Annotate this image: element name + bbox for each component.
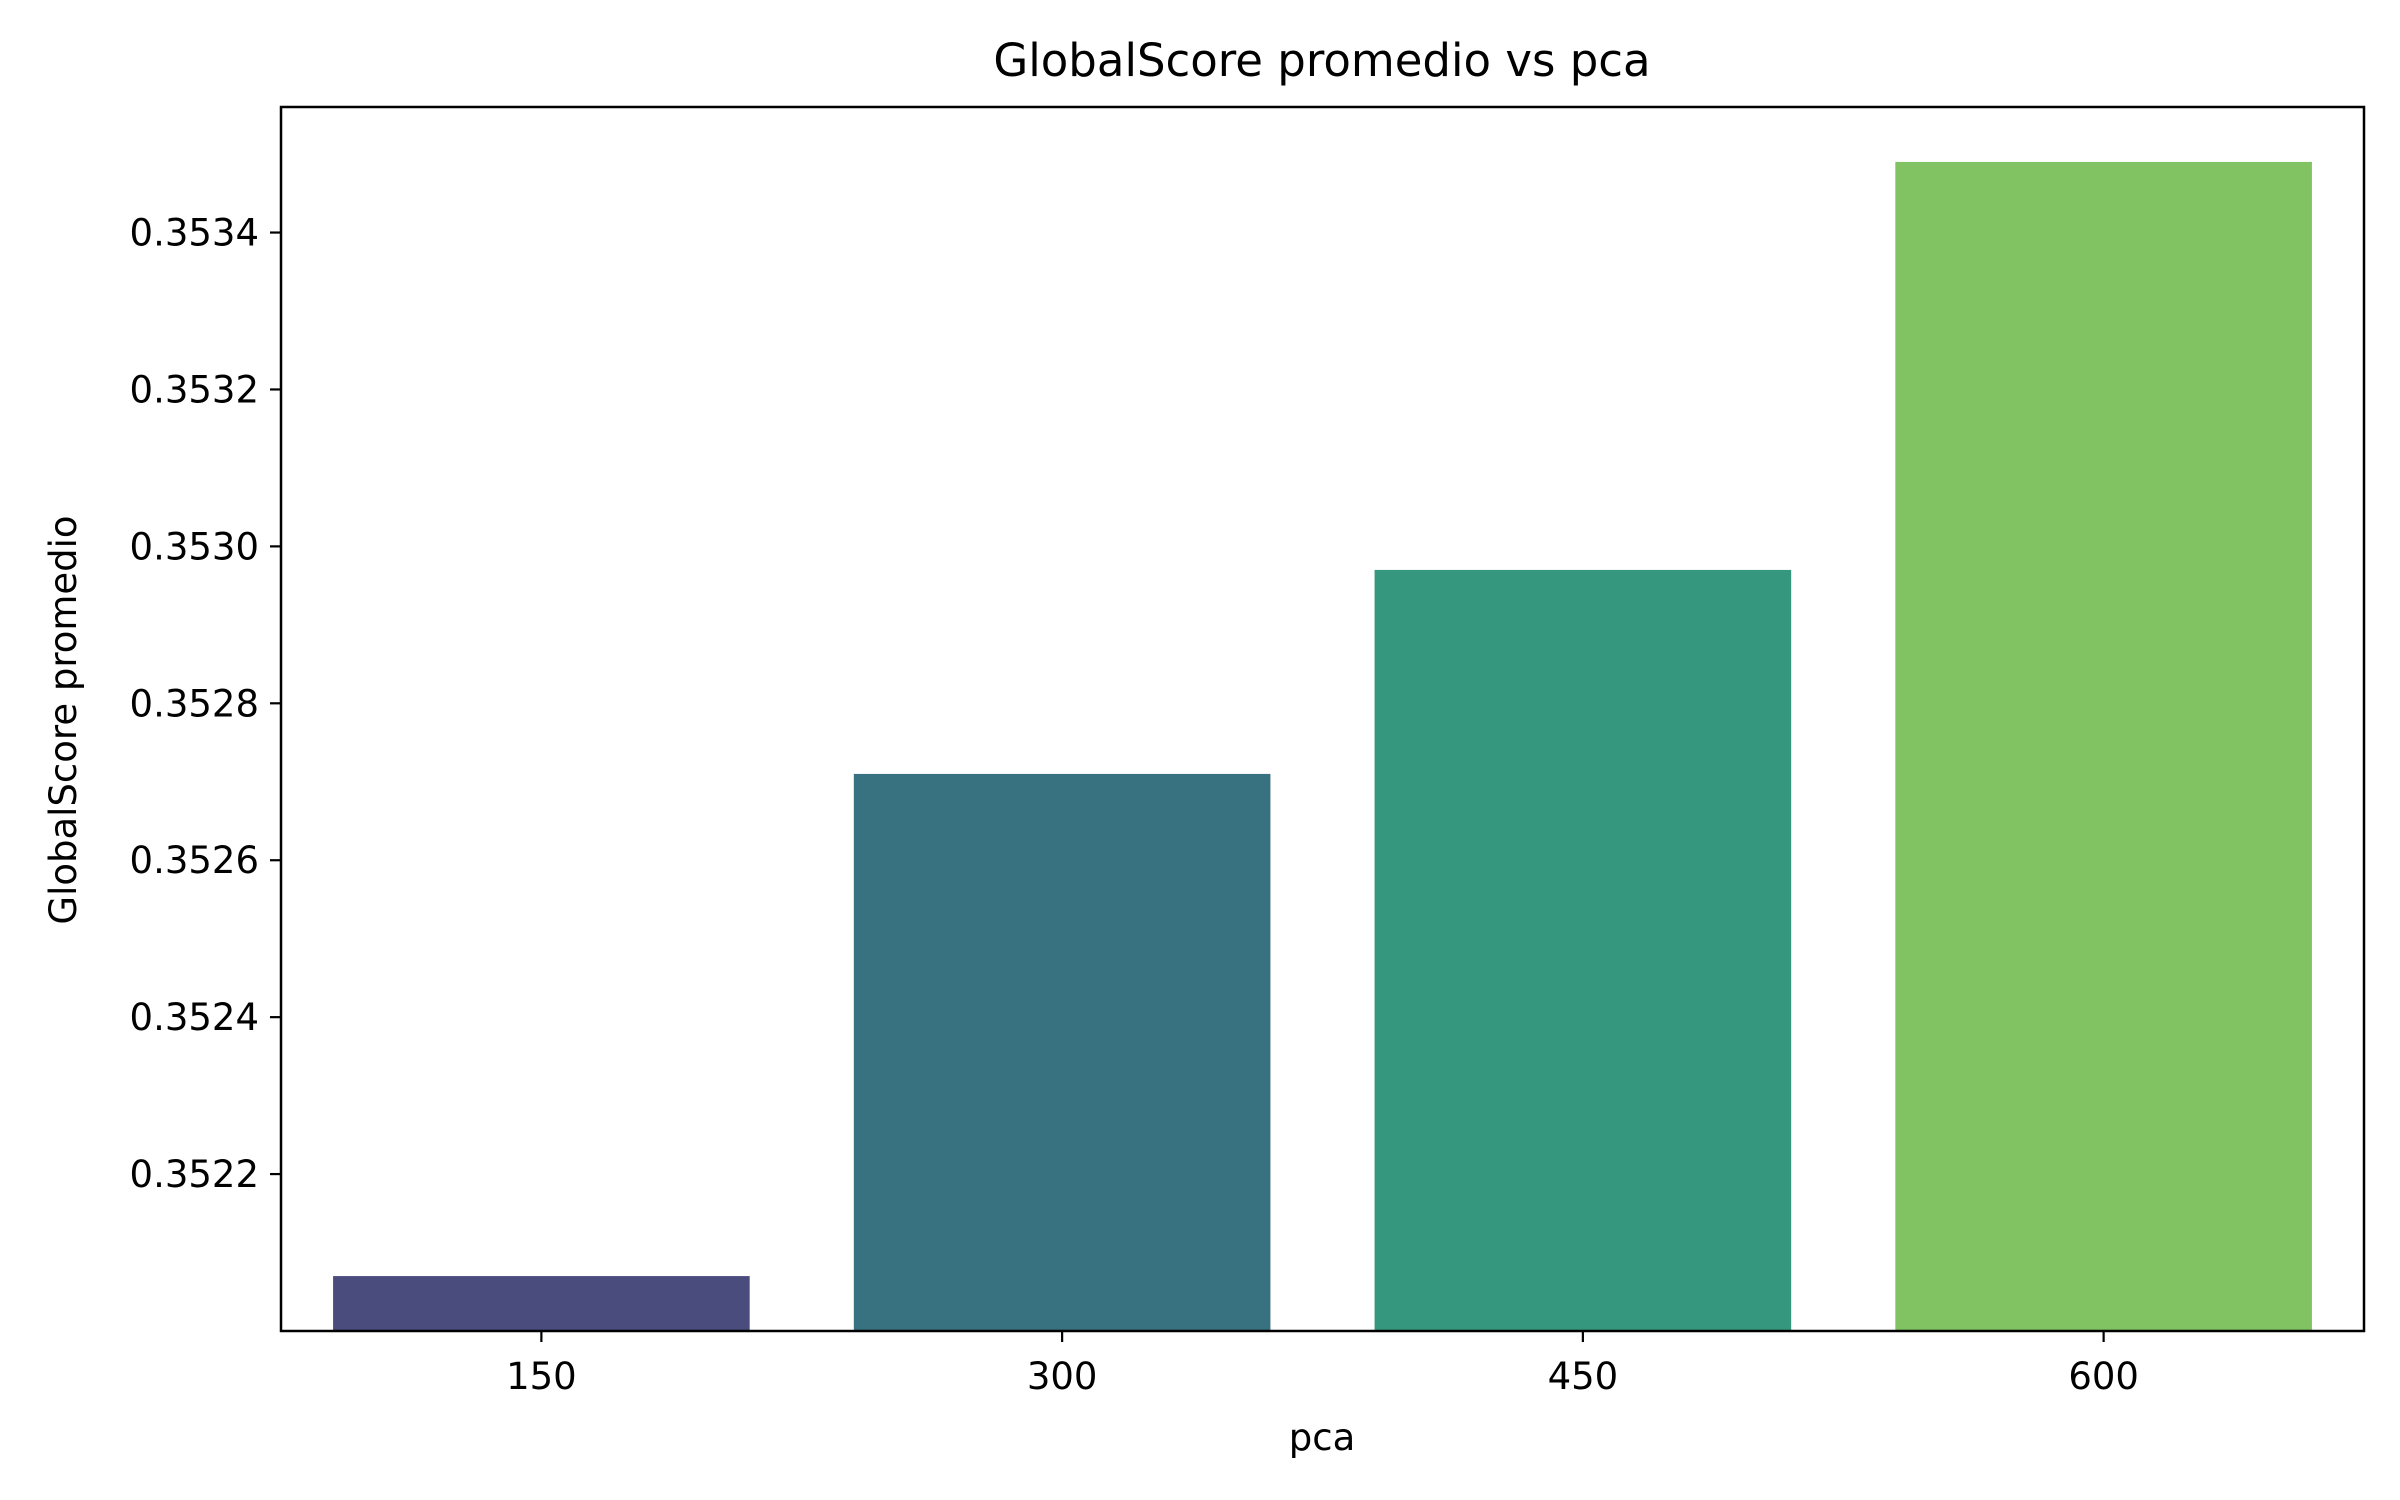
bar-450	[1374, 569, 1792, 1331]
y-tick-label: 0.3530	[130, 525, 259, 568]
y-axis-ticks: 0.3522 0.3524 0.3526 0.3528 0.3530 0.3532 0.35…	[130, 212, 281, 1196]
y-tick-label: 0.3528	[130, 682, 259, 725]
y-tick-label: 0.3522	[130, 1153, 259, 1196]
chart-title: GlobalScore promedio vs pca	[993, 34, 1650, 87]
y-tick-label: 0.3534	[130, 212, 259, 255]
y-axis-label: GlobalScore promedio	[42, 515, 85, 924]
y-tick-label: 0.3532	[130, 368, 259, 411]
x-tick-label: 450	[1548, 1355, 1619, 1398]
y-tick-label: 0.3524	[130, 996, 259, 1039]
x-tick-label: 600	[2068, 1355, 2139, 1398]
y-tick-label: 0.3526	[130, 839, 259, 882]
bar-600	[1895, 161, 2312, 1331]
x-tick-label: 150	[506, 1355, 577, 1398]
x-axis-ticks: 150 300 450 600	[506, 1331, 2139, 1398]
bars-layer	[333, 161, 2312, 1331]
x-axis-label: pca	[1289, 1416, 1356, 1459]
plot-frame	[279, 105, 2366, 1333]
bar-150	[333, 1276, 750, 1331]
bar-300	[853, 773, 1271, 1331]
x-tick-label: 300	[1027, 1355, 1098, 1398]
